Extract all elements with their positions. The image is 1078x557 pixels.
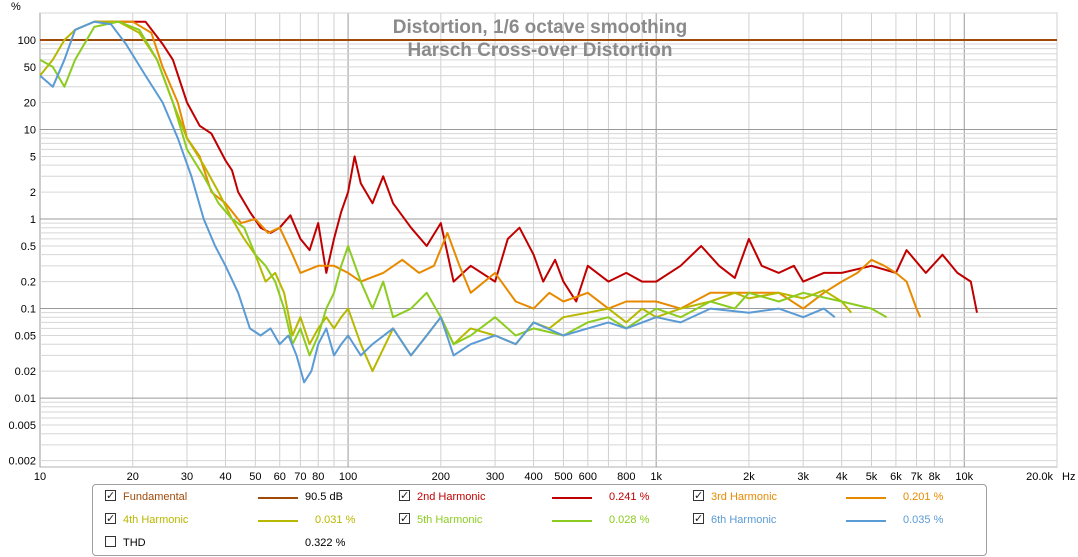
x-tick-label: 2k	[743, 471, 755, 483]
y-tick-label: 0.2	[21, 277, 36, 289]
y-tick-label: 0.005	[8, 420, 36, 432]
legend-swatch	[258, 520, 298, 522]
legend-label: 3rd Harmonic	[711, 491, 778, 503]
legend-swatch	[552, 497, 592, 499]
x-tick-labels: 10 20 30 40 50 60 70 80 100 200 300 400 500 600 800 1k 2…	[34, 471, 1054, 483]
x-tick-label: 20	[127, 471, 139, 483]
x-tick-label: 40	[219, 471, 231, 483]
x-tick-label: 4k	[836, 471, 848, 483]
thd-label: THD	[123, 537, 146, 549]
x-tick-label: 8k	[929, 471, 941, 483]
y-tick-label: 1	[30, 214, 36, 226]
legend-value: 0.028 %	[609, 514, 650, 526]
legend-label: Fundamental	[123, 491, 188, 503]
legend-panel: Fundamental 90.5 dB 2nd Harmonic 0.241 % 3rd…	[92, 484, 987, 556]
y-tick-label: 0.05	[15, 331, 36, 343]
legend-swatch	[258, 497, 298, 499]
grid-lines	[39, 12, 1058, 467]
legend-label: 4th Harmonic	[123, 514, 189, 526]
y-tick-label: 20	[24, 98, 36, 110]
legend-value: 0.031 %	[315, 514, 356, 526]
thd-checkbox[interactable]	[105, 536, 116, 547]
x-tick-label: 3k	[797, 471, 809, 483]
y-tick-label: 0.002	[8, 456, 36, 468]
x-tick-label: 70	[294, 471, 306, 483]
thd-value: 0.322 %	[305, 537, 346, 549]
series-line-2nd-harmonic	[94, 20, 978, 313]
y-tick-label: 0.02	[15, 366, 36, 378]
legend-value: 0.035 %	[903, 514, 944, 526]
x-tick-label: 800	[617, 471, 635, 483]
legend-item: 4th Harmonic 0.031 %	[105, 510, 395, 529]
x-tick-label: 600	[579, 471, 597, 483]
legend-label: 5th Harmonic	[417, 514, 483, 526]
x-tick-label: 50	[249, 471, 261, 483]
y-tick-label: 2	[30, 187, 36, 199]
legend-item: Fundamental 90.5 dB	[105, 487, 395, 506]
legend-swatch	[552, 520, 592, 522]
x-tick-label: 200	[432, 471, 450, 483]
legend-value: 0.241 %	[609, 491, 650, 503]
legend-value: 90.5 dB	[305, 491, 343, 503]
legend-checkbox[interactable]	[399, 510, 410, 528]
y-tick-label: 0.1	[21, 304, 36, 316]
legend-checkbox[interactable]	[105, 510, 116, 528]
series-line-3rd-harmonic	[94, 20, 922, 318]
x-tick-label: 80	[312, 471, 324, 483]
x-tick-label: 300	[486, 471, 504, 483]
x-tick-label: 7k	[911, 471, 923, 483]
x-tick-label: 400	[524, 471, 542, 483]
x-tick-label: 60	[274, 471, 286, 483]
legend-checkbox[interactable]	[693, 510, 704, 528]
y-tick-label: 5	[30, 151, 36, 163]
legend-item-thd: THD 0.322 %	[105, 534, 395, 552]
series-line-6th-harmonic	[39, 20, 836, 384]
legend-checkbox[interactable]	[693, 487, 704, 505]
x-tick-label: 20.0k	[1026, 471, 1053, 483]
legend-label: 6th Harmonic	[711, 514, 777, 526]
x-axis-unit: Hz	[1062, 471, 1075, 483]
y-axis-label: %	[11, 1, 21, 13]
legend-item: 2nd Harmonic 0.241 %	[399, 487, 689, 506]
x-tick-label: 6k	[890, 471, 902, 483]
legend-checkbox[interactable]	[105, 487, 116, 505]
y-tick-label: 10	[24, 124, 36, 136]
x-tick-label: 5k	[866, 471, 878, 483]
legend-swatch	[846, 520, 886, 522]
x-tick-label: 1k	[650, 471, 662, 483]
chart-title: Distortion, 1/6 octave smoothing	[393, 17, 688, 38]
y-tick-label: 0.01	[15, 393, 36, 405]
x-tick-label: 30	[181, 471, 193, 483]
distortion-chart: 10 20 30 40 50 60 70 80 100 200 300 400 500 600 800 1k 2…	[8, 1, 1075, 483]
series-line-5th-harmonic	[39, 20, 888, 357]
series-lines	[39, 20, 1057, 384]
x-tick-label: 100	[339, 471, 357, 483]
x-tick-label: 500	[554, 471, 572, 483]
series-line-4th-harmonic	[39, 20, 853, 373]
y-tick-label: 100	[18, 35, 36, 47]
legend-item: 6th Harmonic 0.035 %	[693, 510, 983, 529]
plot-area	[39, 12, 1058, 468]
y-tick-label: 0.5	[21, 241, 36, 253]
y-tick-label: 50	[24, 62, 36, 74]
chart-subtitle: Harsch Cross-over Distortion	[407, 40, 672, 61]
legend-checkbox[interactable]	[399, 487, 410, 505]
y-tick-labels: 100 50 20 10 5 2 1 0.5 0.2 0.1 0.05 0.02 0.01 0.005 0.…	[8, 35, 36, 468]
x-tick-label: 10k	[955, 471, 973, 483]
legend-swatch	[846, 497, 886, 499]
legend-label: 2nd Harmonic	[417, 491, 486, 503]
x-tick-label: 10	[34, 471, 46, 483]
legend-value: 0.201 %	[903, 491, 944, 503]
legend-item: 5th Harmonic 0.028 %	[399, 510, 689, 529]
legend-item: 3rd Harmonic 0.201 %	[693, 487, 983, 506]
